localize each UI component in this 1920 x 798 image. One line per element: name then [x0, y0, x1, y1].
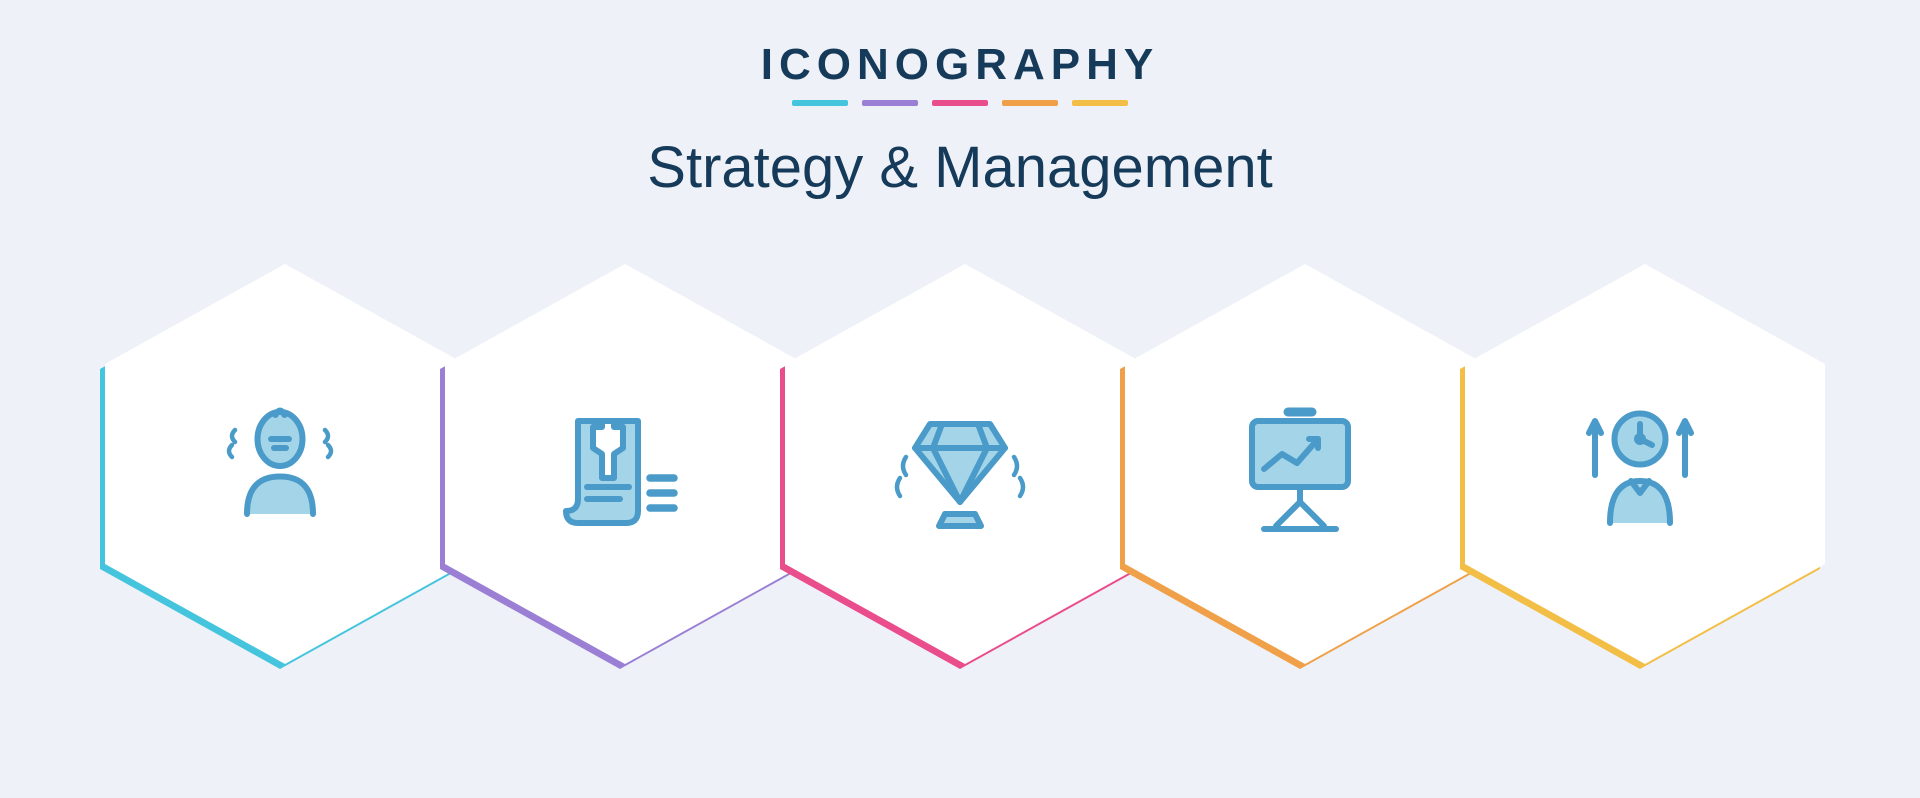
hex-tile-5	[1460, 269, 1820, 669]
diamond-icon	[780, 269, 1140, 669]
accent-seg-2	[862, 100, 918, 106]
hex-tile-3	[780, 269, 1140, 669]
hex-tile-1	[100, 269, 460, 669]
hex-row	[100, 269, 1820, 669]
header: ICONOGRAPHY Strategy & Management	[647, 40, 1272, 201]
time-person-icon	[1460, 269, 1820, 669]
pack-subtitle: Strategy & Management	[647, 134, 1272, 201]
hex-tile-4	[1120, 269, 1480, 669]
accent-seg-4	[1002, 100, 1058, 106]
strategy-doc-icon	[440, 269, 800, 669]
accent-seg-1	[792, 100, 848, 106]
accent-seg-5	[1072, 100, 1128, 106]
graph-board-icon	[1120, 269, 1480, 669]
hex-tile-2	[440, 269, 800, 669]
accent-seg-3	[932, 100, 988, 106]
idea-person-icon	[100, 269, 460, 669]
accent-bar	[647, 100, 1272, 106]
brand-title: ICONOGRAPHY	[647, 40, 1272, 90]
